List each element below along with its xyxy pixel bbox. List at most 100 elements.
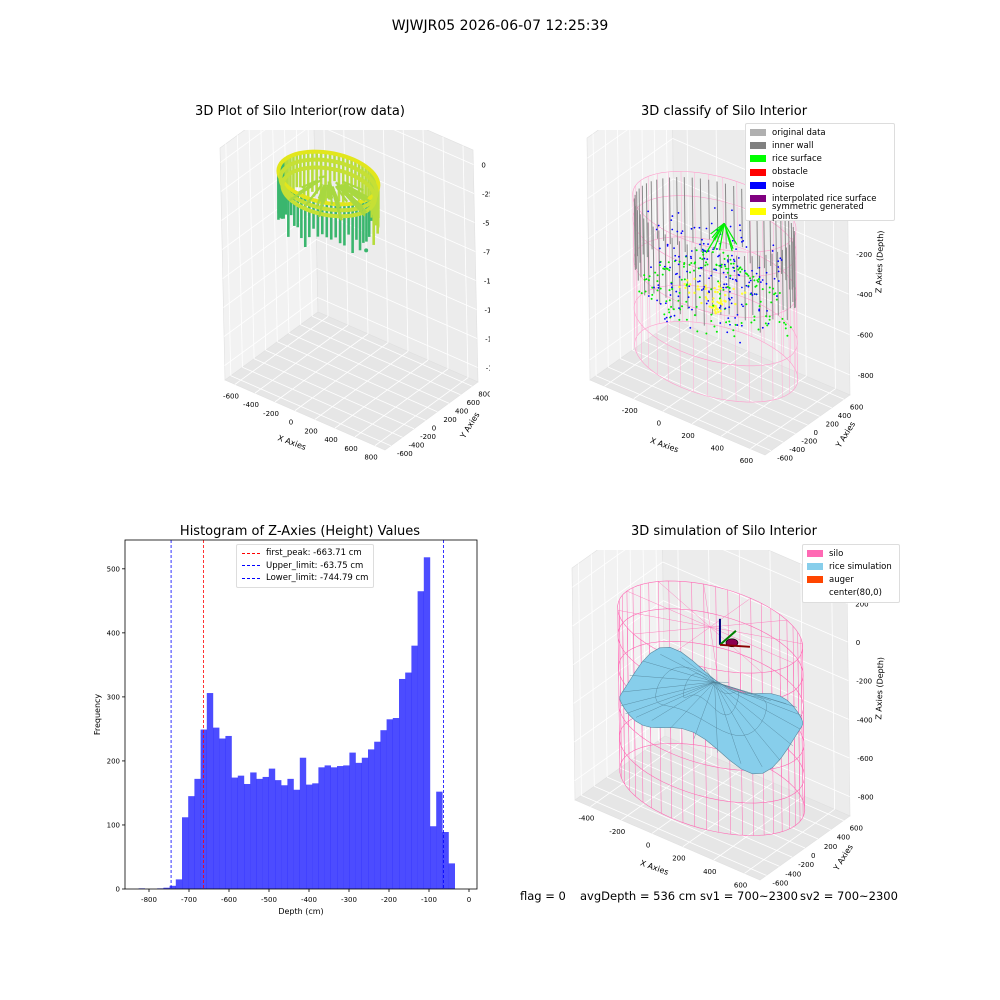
p4-grid <box>662 561 848 643</box>
p2-noise-point <box>678 276 681 278</box>
p2-silo-line <box>666 231 669 382</box>
p2-rice-point <box>764 322 767 325</box>
p2-center-spike <box>723 223 734 250</box>
p1-ztick: -1250 <box>484 307 490 315</box>
p1-grid <box>294 342 389 411</box>
p2-noise-point <box>728 297 730 300</box>
histogram-bar <box>163 887 170 889</box>
p2-rice-point <box>744 272 747 275</box>
p1-ytick: 400 <box>455 407 468 415</box>
p4-mesh-line <box>625 681 715 714</box>
p2-noise-point <box>738 224 741 227</box>
p4-axis-y-marker <box>719 630 737 646</box>
p2-symmetric-point <box>686 279 689 282</box>
p1-interior-streak <box>319 187 327 207</box>
p2-noise-point <box>701 238 703 241</box>
p1-grid <box>234 316 329 385</box>
p2-inner-wall <box>777 251 779 316</box>
p2-noise-point <box>728 298 731 301</box>
p2-rice-point <box>640 292 643 295</box>
p2-grid <box>589 259 675 320</box>
p2-noise-point <box>722 271 725 274</box>
p1-grid <box>334 359 429 429</box>
p2-rice-point <box>670 305 673 308</box>
p2-noise-point <box>697 280 699 283</box>
p2-noise-point <box>664 318 666 320</box>
histogram-bar <box>188 796 195 889</box>
histogram-bar <box>281 785 288 889</box>
p2-inner-wall <box>719 253 722 315</box>
p2-rice-point <box>668 311 671 314</box>
p4-xtick: -400 <box>578 815 594 823</box>
p2-noise-point <box>677 295 680 298</box>
p2-noise-point <box>707 300 710 302</box>
p4-mesh-line <box>714 681 801 730</box>
p2-grid <box>587 138 673 199</box>
p2-rice-point <box>668 289 671 292</box>
histogram-xtick: -700 <box>181 896 197 904</box>
p2-rice-point <box>753 279 756 282</box>
p2-xlabel: X Axies <box>649 436 680 455</box>
histogram-bar <box>287 778 294 889</box>
p4-mesh-line <box>642 660 715 683</box>
p4-mesh-line <box>714 681 718 753</box>
p2-symmetric-point <box>732 287 735 291</box>
p1-xlabel: X Axies <box>276 433 307 452</box>
p1-grid <box>223 268 318 337</box>
histogram-legend-item: Upper_limit: -63.75 cm <box>242 560 368 573</box>
p2-rice-point <box>685 318 688 321</box>
p1-grid <box>254 324 349 394</box>
p2-inner-wall <box>645 183 648 258</box>
p2-rice-point <box>677 299 680 302</box>
p1-ztick: -500 <box>483 220 490 228</box>
histogram-bar <box>405 672 412 889</box>
p2-noise-point <box>670 286 673 289</box>
p2-rice-point <box>678 318 681 321</box>
p1-grid <box>274 333 369 403</box>
p4-silo-spoke <box>710 598 751 628</box>
p2-rice-point <box>667 308 670 311</box>
p2-inner-wall <box>635 206 637 269</box>
p2-noise-point <box>678 307 680 309</box>
p2-noise-point <box>741 286 743 289</box>
legend-line <box>242 565 260 567</box>
p2-noise-point <box>710 222 713 225</box>
p2-rice-point <box>784 327 787 330</box>
legend-label: original data <box>772 127 826 138</box>
histogram-chart: -800 -700 -600 -500 -400 -300 -200 -100 0 0 100 200… <box>93 539 478 916</box>
p2-rice-point <box>713 325 716 328</box>
p2-noise-point <box>723 263 726 266</box>
p2-rice-point <box>778 321 781 324</box>
p2-noise-point <box>777 266 780 268</box>
p4-silo-spoke <box>710 619 787 628</box>
p2-rice-point <box>698 296 701 299</box>
p2-rice-point <box>656 280 659 283</box>
histogram-xtick: -100 <box>421 896 437 904</box>
p2-symmetric-point <box>704 287 707 290</box>
p4-silo-spoke <box>709 627 717 671</box>
p4-grid <box>581 795 767 876</box>
p2-rice-point <box>718 297 721 300</box>
p4-xtick: 200 <box>672 855 685 863</box>
p2-symmetric-point <box>717 285 721 288</box>
p2-noise-point <box>687 296 690 299</box>
legend-line <box>242 577 260 579</box>
histogram-bar <box>275 780 282 889</box>
p2-noise-point <box>727 317 730 319</box>
p4-mesh-line <box>693 681 715 739</box>
legend-swatch <box>750 155 766 163</box>
p2-inner-wall <box>676 177 679 245</box>
p2-noise-point <box>730 296 733 299</box>
p1-interior-streak <box>341 180 364 192</box>
p1-interior-streak <box>334 185 349 203</box>
p1-grid <box>442 136 449 369</box>
histogram-bar <box>318 767 325 889</box>
p4-mesh-line <box>660 654 715 683</box>
p1-grid <box>248 130 255 359</box>
p2-rice-point <box>678 291 681 294</box>
p2-noise-point <box>737 273 740 276</box>
p1-grid <box>221 152 315 221</box>
p4-ytick: -200 <box>798 861 814 869</box>
histogram-bar <box>262 776 269 889</box>
p2-inner-wall <box>765 254 768 318</box>
